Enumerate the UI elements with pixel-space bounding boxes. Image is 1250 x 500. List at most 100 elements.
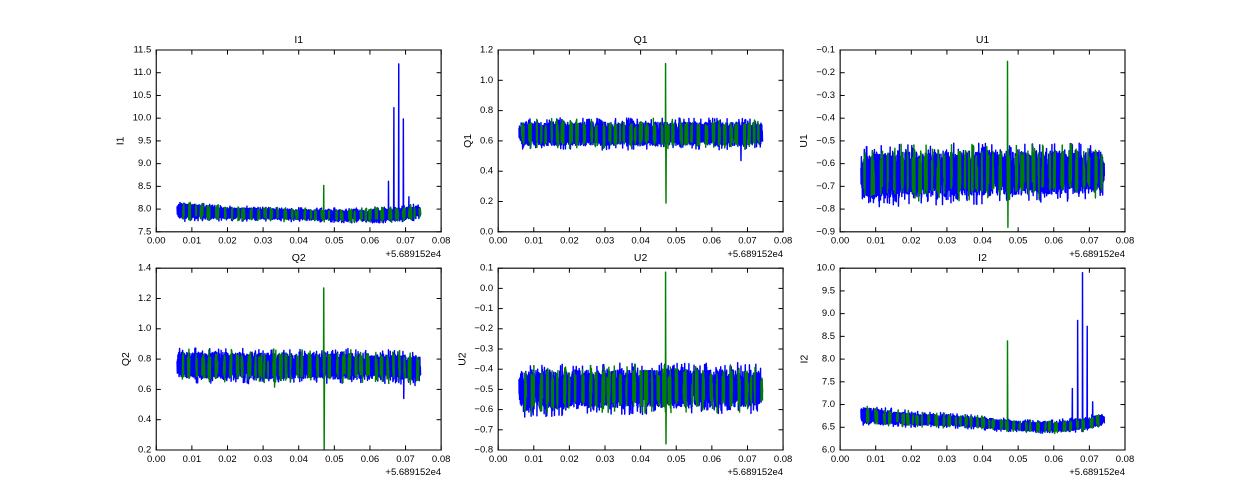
svg-text:0.04: 0.04: [631, 454, 650, 465]
svg-text:I1: I1: [294, 35, 303, 46]
svg-text:I1: I1: [116, 136, 127, 145]
svg-text:0.05: 0.05: [667, 454, 686, 465]
svg-text:0.06: 0.06: [703, 454, 722, 465]
svg-text:0.07: 0.07: [396, 236, 415, 247]
svg-text:0.04: 0.04: [973, 454, 992, 465]
svg-text:0.00: 0.00: [489, 454, 508, 465]
svg-text:0.06: 0.06: [1045, 454, 1064, 465]
svg-text:−0.4: −0.4: [474, 364, 493, 375]
svg-text:0.06: 0.06: [361, 454, 380, 465]
svg-text:0.03: 0.03: [938, 454, 957, 465]
svg-text:−0.1: −0.1: [816, 44, 835, 55]
svg-text:−0.8: −0.8: [474, 444, 493, 455]
svg-text:0.02: 0.02: [902, 454, 921, 465]
svg-text:0.01: 0.01: [525, 454, 544, 465]
svg-text:0.2: 0.2: [138, 444, 151, 455]
svg-text:−0.3: −0.3: [816, 90, 835, 101]
svg-text:U2: U2: [457, 352, 468, 366]
svg-text:−0.5: −0.5: [474, 384, 493, 395]
svg-text:0.04: 0.04: [289, 236, 308, 247]
svg-text:0.07: 0.07: [396, 454, 415, 465]
svg-text:0.05: 0.05: [325, 236, 344, 247]
svg-text:I2: I2: [799, 355, 810, 364]
svg-text:0.2: 0.2: [480, 196, 493, 207]
svg-text:11.5: 11.5: [133, 44, 151, 55]
svg-text:−0.2: −0.2: [474, 323, 493, 334]
svg-text:7.0: 7.0: [822, 399, 835, 410]
svg-text:0.02: 0.02: [218, 454, 237, 465]
svg-text:+5.689152e4: +5.689152e4: [385, 467, 441, 478]
svg-text:Q1: Q1: [463, 134, 474, 148]
svg-text:0.03: 0.03: [596, 454, 615, 465]
svg-text:0.07: 0.07: [738, 454, 757, 465]
svg-text:0.02: 0.02: [560, 236, 579, 247]
svg-text:−0.5: −0.5: [816, 135, 835, 146]
svg-text:7.5: 7.5: [822, 376, 835, 387]
svg-text:10.0: 10.0: [817, 263, 836, 274]
svg-text:Q2: Q2: [292, 253, 306, 264]
svg-text:0.00: 0.00: [147, 454, 166, 465]
svg-text:10.5: 10.5: [133, 90, 152, 101]
svg-text:0.04: 0.04: [973, 236, 992, 247]
svg-text:0.08: 0.08: [774, 236, 793, 247]
svg-text:0.08: 0.08: [774, 454, 793, 465]
svg-text:−0.2: −0.2: [816, 67, 835, 78]
svg-text:+5.689152e4: +5.689152e4: [1069, 249, 1125, 260]
svg-text:0.07: 0.07: [1080, 236, 1099, 247]
svg-text:0.4: 0.4: [138, 414, 151, 425]
svg-text:+5.689152e4: +5.689152e4: [727, 467, 783, 478]
svg-text:U1: U1: [799, 134, 810, 148]
svg-text:−0.9: −0.9: [816, 226, 835, 237]
svg-text:9.5: 9.5: [822, 285, 835, 296]
svg-text:I2: I2: [978, 253, 987, 264]
svg-text:0.06: 0.06: [1045, 236, 1064, 247]
svg-text:8.0: 8.0: [138, 204, 151, 215]
svg-text:0.05: 0.05: [1009, 236, 1028, 247]
svg-text:0.08: 0.08: [1116, 236, 1135, 247]
svg-text:8.5: 8.5: [138, 181, 151, 192]
svg-text:0.03: 0.03: [938, 236, 957, 247]
svg-text:0.01: 0.01: [866, 236, 885, 247]
svg-text:9.5: 9.5: [138, 135, 151, 146]
svg-text:1.2: 1.2: [138, 293, 151, 304]
svg-text:1.0: 1.0: [138, 323, 151, 334]
svg-text:0.6: 0.6: [138, 384, 151, 395]
svg-text:−0.4: −0.4: [816, 113, 835, 124]
svg-text:1.2: 1.2: [480, 44, 493, 55]
svg-text:0.0: 0.0: [480, 283, 493, 294]
svg-text:+5.689152e4: +5.689152e4: [727, 249, 783, 260]
svg-text:10.0: 10.0: [133, 113, 152, 124]
svg-text:0.01: 0.01: [525, 236, 544, 247]
svg-text:−0.7: −0.7: [474, 424, 493, 435]
svg-text:0.07: 0.07: [1080, 454, 1099, 465]
svg-text:9.0: 9.0: [138, 158, 151, 169]
svg-text:0.01: 0.01: [183, 454, 202, 465]
svg-text:0.06: 0.06: [361, 236, 380, 247]
svg-text:−0.6: −0.6: [816, 158, 835, 169]
svg-text:0.07: 0.07: [738, 236, 757, 247]
svg-text:0.08: 0.08: [1116, 454, 1135, 465]
svg-text:8.0: 8.0: [822, 354, 835, 365]
svg-text:U1: U1: [976, 35, 990, 46]
svg-text:0.02: 0.02: [902, 236, 921, 247]
svg-text:Q2: Q2: [121, 352, 132, 366]
svg-text:7.5: 7.5: [138, 226, 151, 237]
svg-text:1.0: 1.0: [480, 75, 493, 86]
svg-text:0.00: 0.00: [831, 454, 850, 465]
svg-text:0.05: 0.05: [667, 236, 686, 247]
svg-text:−0.8: −0.8: [816, 204, 835, 215]
svg-text:0.01: 0.01: [866, 454, 885, 465]
svg-text:9.0: 9.0: [822, 308, 835, 319]
svg-text:+5.689152e4: +5.689152e4: [385, 249, 441, 260]
svg-text:0.00: 0.00: [147, 236, 166, 247]
svg-text:0.4: 0.4: [480, 166, 493, 177]
svg-text:U2: U2: [634, 253, 648, 264]
svg-text:0.03: 0.03: [254, 454, 273, 465]
svg-text:0.08: 0.08: [432, 236, 451, 247]
svg-text:+5.689152e4: +5.689152e4: [1069, 467, 1125, 478]
svg-text:1.4: 1.4: [138, 263, 151, 274]
svg-text:0.0: 0.0: [480, 226, 493, 237]
svg-text:−0.1: −0.1: [474, 303, 493, 314]
svg-text:6.5: 6.5: [822, 422, 835, 433]
svg-text:Q1: Q1: [634, 35, 648, 46]
